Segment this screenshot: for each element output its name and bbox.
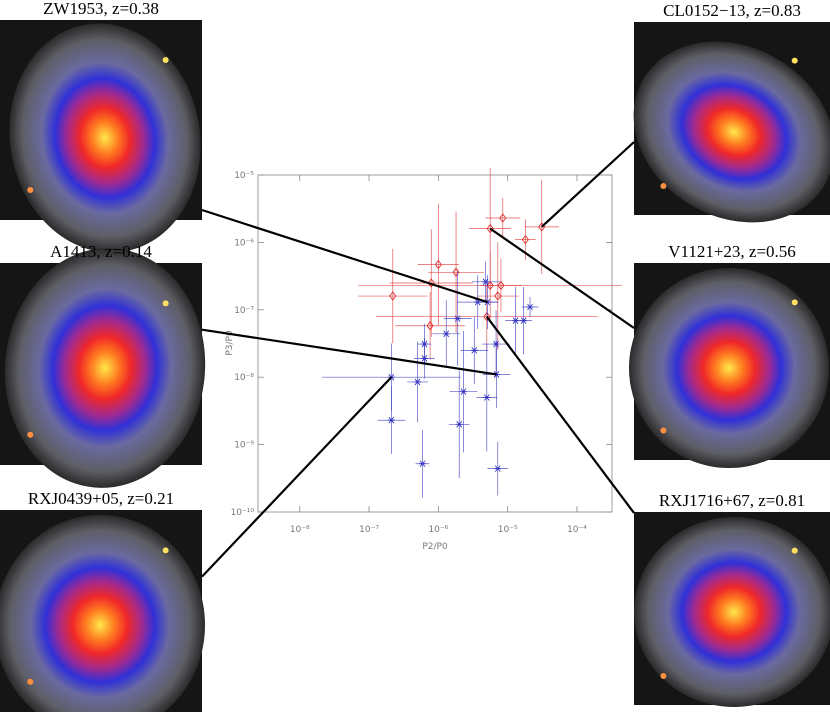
data-point (413, 378, 421, 386)
y-tick-label: 10⁻⁷ (234, 306, 254, 316)
cluster-image (0, 20, 202, 253)
y-axis-label: P3/P0 (225, 330, 235, 356)
point-source (27, 431, 34, 438)
cluster-image (633, 22, 830, 223)
data-point (418, 460, 426, 468)
point-source (660, 673, 667, 680)
cluster-image (0, 248, 206, 488)
panel-label: CL0152−13, z=0.83 (663, 1, 801, 20)
panel-label: RXJ0439+05, z=0.21 (28, 489, 174, 508)
connector (489, 227, 635, 329)
x-tick-label: 10⁻⁷ (359, 525, 379, 535)
point-source (162, 57, 169, 63)
data-point (452, 267, 460, 278)
panel-label: RXJ1716+67, z=0.81 (659, 491, 805, 510)
panel-label: V1121+23, z=0.56 (668, 242, 796, 261)
x-ray-emission (9, 23, 201, 253)
point-source (27, 187, 34, 193)
x-ray-emission (0, 515, 205, 712)
data-point (520, 317, 528, 324)
point-source (162, 547, 169, 554)
data-point (420, 355, 428, 362)
cluster-image (0, 510, 205, 712)
x-axis-label: P2/P0 (422, 542, 448, 552)
panel-label: A1413, z=0.14 (50, 242, 152, 261)
data-point (470, 347, 478, 354)
data-point (499, 213, 507, 223)
x-ray-emission (634, 517, 830, 707)
plot-frame (257, 174, 613, 513)
data-point (483, 311, 491, 322)
x-tick-label: 10⁻⁸ (290, 525, 310, 535)
point-source (791, 57, 798, 64)
point-source (162, 300, 169, 307)
x-ray-emission (4, 248, 206, 488)
data-point (455, 421, 463, 428)
x-ray-emission (629, 268, 829, 468)
data-point (483, 394, 491, 401)
y-tick-label: 10⁻¹⁰ (231, 508, 255, 518)
point-source (27, 678, 34, 685)
point-source (660, 427, 667, 434)
data-point (442, 330, 450, 338)
panel-label: ZW1953, z=0.38 (43, 0, 159, 18)
y-tick-label: 10⁻⁹ (234, 441, 254, 451)
data-point (521, 234, 529, 245)
data-point (494, 465, 502, 472)
x-tick-label: 10⁻⁵ (498, 525, 518, 535)
data-point (459, 388, 467, 395)
x-tick-label: 10⁻⁴ (567, 525, 587, 535)
data-point (389, 291, 397, 301)
connector (540, 141, 635, 228)
data-point (426, 320, 434, 331)
data-point (494, 291, 502, 301)
point-source (791, 547, 798, 554)
y-tick-label: 10⁻⁸ (234, 373, 254, 383)
connector (485, 316, 635, 514)
x-tick-label: 10⁻⁶ (428, 525, 448, 535)
y-tick-label: 10⁻⁵ (234, 171, 254, 181)
connector (201, 376, 393, 578)
data-point (526, 303, 534, 311)
data-point (387, 416, 395, 424)
point-source (791, 299, 798, 306)
data-point (434, 259, 442, 270)
connector (201, 208, 488, 304)
cluster-image (629, 263, 830, 468)
data-point (454, 315, 462, 322)
y-tick-label: 10⁻⁶ (234, 238, 254, 248)
data-point (427, 278, 435, 288)
connector (201, 328, 497, 376)
point-source (660, 183, 667, 190)
data-point (486, 280, 494, 291)
cluster-image (634, 512, 830, 707)
data-point (486, 223, 494, 234)
x-ray-emission (633, 41, 830, 223)
data-point (492, 340, 500, 348)
data-point (497, 280, 505, 291)
